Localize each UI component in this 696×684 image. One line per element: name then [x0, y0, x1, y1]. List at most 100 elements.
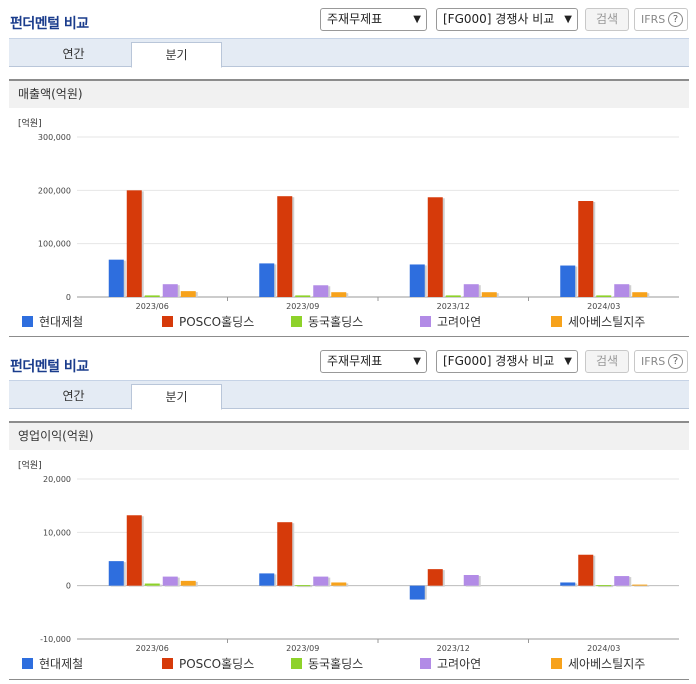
legend-item[interactable]: 현대제철 [22, 313, 83, 330]
bar-고려아연 [162, 576, 178, 586]
bar-현대제철 [259, 263, 275, 297]
bar-세아베스틸지주 [632, 584, 648, 586]
chevron-down-icon: ▼ [564, 356, 572, 367]
legend-swatch [551, 316, 562, 327]
bar-동국홀딩스 [596, 585, 612, 587]
legend-item[interactable]: 현대제철 [22, 655, 83, 672]
bar-고려아연 [162, 284, 178, 297]
x-tick-label: 2023/09 [286, 644, 319, 652]
bar-POSCO홀딩스 [277, 522, 293, 586]
x-tick-label: 2024/03 [587, 302, 620, 310]
section-divider [9, 679, 689, 680]
legend-swatch [420, 316, 431, 327]
y-tick-label: 10,000 [43, 528, 71, 537]
bar-POSCO홀딩스 [126, 190, 142, 297]
bar-shadow [598, 296, 614, 298]
legend-swatch [162, 316, 173, 327]
fundamental-compare-section-2: 펀더멘털 비교 주재무제표 ▼ [FG000] 경쟁사 비교 ▼ 검색 IFRS… [0, 342, 696, 684]
legend-label: 세아베스틸지주 [568, 657, 646, 671]
bar-POSCO홀딩스 [427, 569, 443, 586]
bar-세아베스틸지주 [632, 292, 648, 297]
search-button[interactable]: 검색 [585, 350, 629, 373]
tab-quarterly[interactable]: 분기 [131, 42, 222, 68]
statement-select[interactable]: 주재무제표 ▼ [320, 350, 427, 373]
section-divider [9, 336, 689, 337]
compare-select-value: [FG000] 경쟁사 비교 [443, 12, 555, 26]
bar-shadow [297, 586, 313, 588]
help-icon[interactable]: ? [668, 12, 683, 27]
bar-현대제철 [560, 265, 576, 297]
bar-세아베스틸지주 [331, 582, 347, 586]
period-tabs: 연간 분기 [9, 380, 689, 410]
legend-label: 고려아연 [437, 315, 482, 329]
bar-동국홀딩스 [596, 295, 612, 297]
legend-label: POSCO홀딩스 [179, 315, 255, 329]
search-button[interactable]: 검색 [585, 8, 629, 31]
bar-동국홀딩스 [295, 295, 311, 297]
bar-shadow [634, 585, 650, 587]
compare-select-value: [FG000] 경쟁사 비교 [443, 354, 555, 368]
y-unit-label: [억원] [18, 117, 42, 129]
compare-select[interactable]: [FG000] 경쟁사 비교 ▼ [436, 8, 578, 31]
x-tick-label: 2023/06 [136, 644, 169, 652]
legend-label: 현대제철 [39, 315, 84, 329]
chevron-down-icon: ▼ [413, 356, 421, 367]
x-tick-label: 2023/09 [286, 302, 319, 310]
x-tick-label: 2023/12 [437, 302, 470, 310]
tab-annual[interactable]: 연간 [62, 47, 85, 61]
bar-고려아연 [463, 575, 479, 586]
help-icon[interactable]: ? [668, 354, 683, 369]
bar-동국홀딩스 [295, 585, 311, 587]
bar-세아베스틸지주 [331, 292, 347, 297]
legend-swatch [22, 316, 33, 327]
bar-POSCO홀딩스 [427, 197, 443, 297]
bar-세아베스틸지주 [180, 580, 196, 586]
legend-item[interactable]: 동국홀딩스 [291, 313, 363, 330]
y-tick-label: 200,000 [38, 186, 71, 195]
bar-동국홀딩스 [445, 295, 461, 297]
chevron-down-icon: ▼ [413, 14, 421, 25]
bar-고려아연 [614, 284, 630, 297]
legend-label: 동국홀딩스 [308, 315, 364, 329]
legend-label: 동국홀딩스 [308, 657, 364, 671]
tab-quarterly[interactable]: 분기 [131, 384, 222, 410]
bar-shadow [146, 296, 162, 298]
statement-select-value: 주재무제표 [327, 12, 383, 26]
bar-고려아연 [463, 284, 479, 297]
legend-item[interactable]: 고려아연 [420, 313, 481, 330]
bar-고려아연 [313, 285, 329, 297]
legend-item[interactable]: 세아베스틸지주 [551, 313, 645, 330]
bar-고려아연 [313, 576, 329, 586]
legend-swatch [420, 658, 431, 669]
revenue-chart: [억원] 0 100,000 200,000 300,000 2023/06 2023/09… [18, 117, 679, 310]
y-tick-label: -10,000 [40, 635, 71, 644]
legend-swatch [162, 658, 173, 669]
legend-item[interactable]: 세아베스틸지주 [551, 655, 645, 672]
legend-item[interactable]: POSCO홀딩스 [162, 313, 254, 330]
bar-고려아연 [614, 576, 630, 586]
legend-label: 현대제철 [39, 657, 84, 671]
bar-현대제철 [108, 259, 124, 297]
bar-현대제철 [409, 585, 425, 600]
legend-label: POSCO홀딩스 [179, 657, 255, 671]
bar-세아베스틸지주 [481, 292, 497, 297]
compare-select[interactable]: [FG000] 경쟁사 비교 ▼ [436, 350, 578, 373]
y-unit-label: [억원] [18, 459, 42, 471]
bar-POSCO홀딩스 [126, 515, 142, 586]
legend-item[interactable]: 고려아연 [420, 655, 481, 672]
legend-item[interactable]: 동국홀딩스 [291, 655, 363, 672]
chart-legend: 현대제철 POSCO홀딩스 동국홀딩스 고려아연 세아베스틸지주 [22, 313, 682, 331]
chart-title-bar: 매출액(억원) [9, 79, 689, 108]
legend-item[interactable]: POSCO홀딩스 [162, 655, 254, 672]
bar-세아베스틸지주 [180, 291, 196, 297]
statement-select[interactable]: 주재무제표 ▼ [320, 8, 427, 31]
chart-title-bar: 영업이익(억원) [9, 421, 689, 450]
legend-label: 고려아연 [437, 657, 482, 671]
tab-annual[interactable]: 연간 [62, 389, 85, 403]
ifrs-button[interactable]: IFRS ? [634, 8, 688, 31]
x-tick-label: 2023/12 [437, 644, 470, 652]
bar-POSCO홀딩스 [578, 201, 594, 297]
ifrs-button[interactable]: IFRS ? [634, 350, 688, 373]
legend-label: 세아베스틸지주 [568, 315, 646, 329]
bar-현대제철 [259, 573, 275, 586]
